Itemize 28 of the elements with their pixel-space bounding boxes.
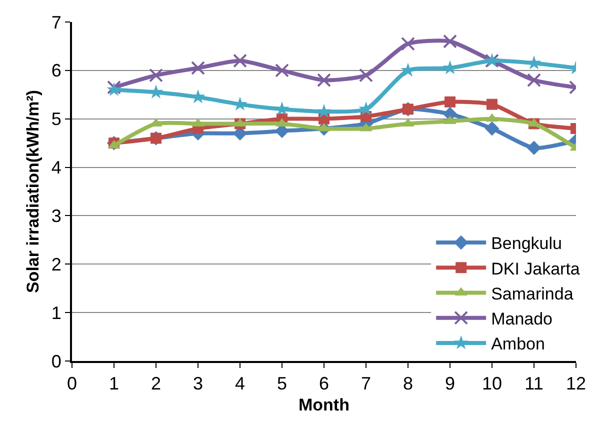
x-tick-label: 4 [234,374,246,394]
x-tick-label: 1 [108,374,120,394]
y-tick-label: 6 [51,60,62,81]
legend-label: Bengkulu [491,234,562,254]
y-axis-title: Solar irradiation(kWh/m²) [23,90,42,294]
y-tick-label: 2 [51,254,62,274]
x-tick-label: 12 [566,374,586,394]
y-tick-label: 3 [51,206,62,226]
x-axis-title: Month [298,396,350,414]
y-tick-label: 5 [51,109,62,130]
y-tick-label: 1 [51,302,62,323]
x-tick-label: 10 [482,374,502,394]
legend-label: DKI Jakarta [491,259,580,278]
x-tick-label: 3 [192,374,204,394]
x-tick-label: 5 [276,374,288,394]
y-tick-label: 4 [51,158,62,178]
x-tick-label: 8 [402,374,414,394]
legend-label: Samarinda [491,284,574,304]
legend-label: Manado [491,309,553,328]
x-tick-label: 7 [360,374,372,394]
legend-label: Ambon [491,334,545,354]
x-tick-label: 6 [318,374,330,394]
x-tick-label: 11 [524,374,544,394]
y-tick-label: 7 [51,12,62,32]
x-tick-label: 0 [66,374,78,394]
y-tick-label: 0 [51,351,62,372]
x-tick-label: 9 [444,374,456,394]
x-tick-label: 2 [150,374,162,394]
